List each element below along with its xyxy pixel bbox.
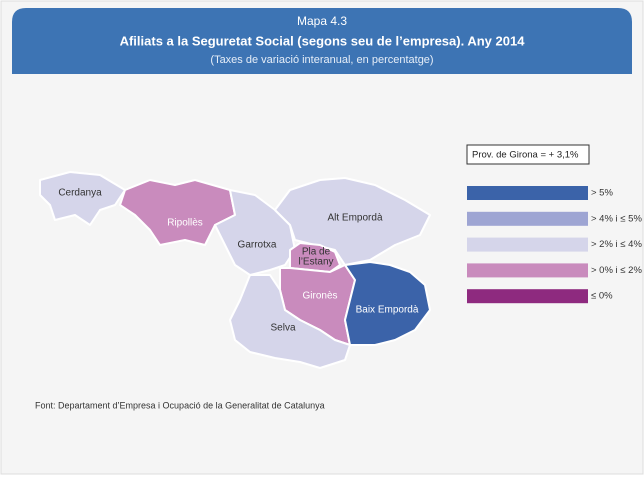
region-label: Baix Empordà bbox=[356, 305, 419, 316]
region-label: Pla de bbox=[302, 247, 331, 258]
legend-label: > 5% bbox=[591, 188, 613, 199]
header-band bbox=[12, 8, 632, 74]
map-subtitle: (Taxes de variació interanual, en percen… bbox=[210, 54, 433, 66]
region-label: Alt Empordà bbox=[327, 213, 382, 224]
legend-swatch bbox=[467, 186, 588, 200]
source: Font: Departament d’Empresa i Ocupació d… bbox=[35, 400, 325, 410]
region-label: l’Estany bbox=[298, 257, 333, 268]
region-label: Garrotxa bbox=[238, 240, 277, 251]
regions bbox=[39, 171, 431, 369]
province-note: Prov. de Girona = + 3,1% bbox=[472, 150, 579, 161]
region bbox=[274, 177, 431, 266]
legend-label: ≤ 0% bbox=[591, 291, 613, 302]
map-number: Mapa 4.3 bbox=[297, 14, 347, 28]
region-label: Gironès bbox=[302, 291, 337, 302]
province-note-box bbox=[466, 144, 590, 165]
region-label: Ripollès bbox=[167, 218, 203, 229]
legend-label: > 0% i ≤ 2% bbox=[591, 265, 642, 276]
legend: > 5% > 4% i ≤ 5% > 2% i ≤ 4% > 0% i ≤ 2% ≤ 0… bbox=[467, 186, 642, 304]
region bbox=[344, 261, 431, 346]
legend-swatch bbox=[467, 211, 588, 226]
region-label: Selva bbox=[270, 323, 295, 334]
map-title: Afiliats a la Seguretat Social (segons s… bbox=[120, 33, 526, 48]
legend-swatch bbox=[467, 263, 588, 278]
region-label: Cerdanya bbox=[58, 188, 102, 199]
legend-swatch bbox=[467, 289, 588, 304]
legend-swatch bbox=[467, 237, 588, 252]
region bbox=[39, 171, 126, 226]
region bbox=[229, 274, 351, 369]
region-labels: Cerdanya Ripollès Garrotxa Alt Empordà P… bbox=[58, 188, 419, 334]
legend-label: > 4% i ≤ 5% bbox=[591, 213, 642, 224]
region bbox=[119, 179, 236, 246]
legend-label: > 2% i ≤ 4% bbox=[591, 239, 642, 250]
